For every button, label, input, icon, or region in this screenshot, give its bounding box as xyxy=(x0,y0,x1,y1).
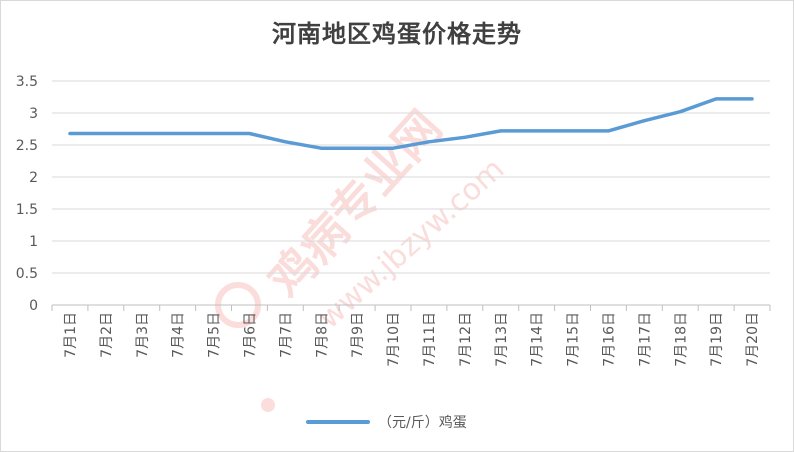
x-tick-label: 7月13日 xyxy=(494,312,510,367)
data-point xyxy=(463,135,467,139)
x-tick-label: 7月4日 xyxy=(171,312,187,358)
x-tick-label: 7月14日 xyxy=(530,312,546,367)
x-tick-label: 7月11日 xyxy=(422,312,438,367)
chart-title: 河南地区鸡蛋价格走势 xyxy=(272,19,522,48)
x-tick-label: 7月7日 xyxy=(278,312,294,358)
x-tick-label: 7月1日 xyxy=(63,312,79,358)
x-tick-label: 7月6日 xyxy=(242,312,258,358)
y-axis-ticks: 0 0.5 1 1.5 2 2.5 3 3.5 xyxy=(16,74,38,314)
y-tick-label: 0.5 xyxy=(16,266,38,282)
x-tick-label: 7月20日 xyxy=(745,312,761,367)
x-tick-label: 7月12日 xyxy=(458,312,474,367)
data-point xyxy=(104,131,108,135)
x-tick-label: 7月8日 xyxy=(314,312,330,358)
data-point xyxy=(499,129,503,133)
series-group xyxy=(68,97,754,150)
series-line xyxy=(68,97,754,150)
y-tick-label: 2.5 xyxy=(16,138,38,154)
y-tick-label: 0 xyxy=(29,298,38,314)
data-point xyxy=(247,131,251,135)
data-point xyxy=(678,110,682,114)
data-point xyxy=(68,131,72,135)
legend: （元/斤）鸡蛋 xyxy=(306,410,467,434)
x-tick-label: 7月9日 xyxy=(350,312,366,358)
x-axis xyxy=(51,304,771,311)
y-tick-label: 1 xyxy=(29,234,38,250)
data-point xyxy=(391,146,395,150)
data-point xyxy=(176,131,180,135)
data-point xyxy=(355,146,359,150)
x-tick-label: 7月3日 xyxy=(135,312,151,358)
data-point xyxy=(283,140,287,144)
y-tick-label: 1.5 xyxy=(16,202,38,218)
data-point xyxy=(319,146,323,150)
x-axis-ticks: 7月1日 7月2日 7月3日 7月4日 7月5日 7月6日 7月7日 7月8日 7月9日 7月10… xyxy=(63,312,761,367)
x-tick-label: 7月19日 xyxy=(709,312,725,367)
x-tick-label: 7月5日 xyxy=(207,312,223,358)
data-point xyxy=(571,129,575,133)
watermark-dot-icon xyxy=(261,398,275,412)
data-point xyxy=(750,97,754,101)
legend-label: （元/斤）鸡蛋 xyxy=(378,415,467,431)
x-tick-label: 7月15日 xyxy=(566,312,582,367)
x-tick-label: 7月2日 xyxy=(99,312,115,358)
data-point xyxy=(535,129,539,133)
data-point xyxy=(714,97,718,101)
x-tick-label: 7月17日 xyxy=(637,312,653,367)
y-tick-label: 2 xyxy=(29,170,38,186)
x-tick-label: 7月10日 xyxy=(386,312,402,367)
data-point xyxy=(642,119,646,123)
data-point xyxy=(212,131,216,135)
x-tick-label: 7月16日 xyxy=(601,312,617,367)
gridlines xyxy=(52,80,770,274)
data-point xyxy=(140,131,144,135)
legend-swatch xyxy=(306,420,370,424)
y-tick-label: 3 xyxy=(29,106,38,122)
data-point xyxy=(427,140,431,144)
y-tick-label: 3.5 xyxy=(16,74,38,90)
data-point xyxy=(606,129,610,133)
x-tick-label: 7月18日 xyxy=(673,312,689,367)
